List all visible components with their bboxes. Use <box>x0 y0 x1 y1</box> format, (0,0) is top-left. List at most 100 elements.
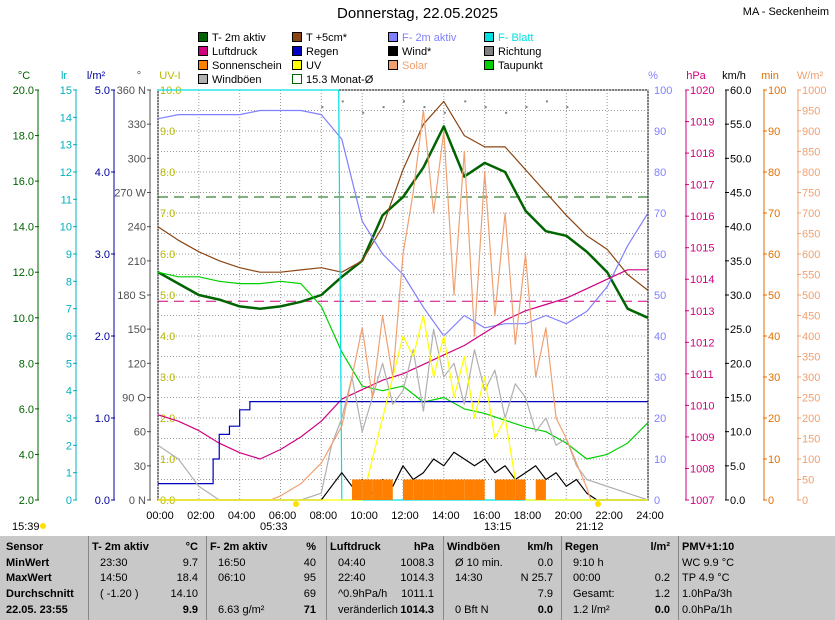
axis-unit-label: hPa <box>686 70 706 82</box>
axis-tick-label: 0.0 <box>730 495 745 507</box>
axis-tick-label: 14.0 <box>13 222 34 234</box>
sunshine-bar <box>351 479 363 500</box>
axis-tick-label: 1013 <box>690 306 714 318</box>
axis-tick-label: 7.0 <box>160 208 175 220</box>
sunshine-bar <box>372 479 383 500</box>
axis-tick-label: 950 <box>802 106 820 118</box>
legend-item: Regen <box>292 46 338 59</box>
axis-tick-label: 10 <box>654 454 666 466</box>
direction-point <box>423 106 426 109</box>
table-cell: 0 Bft N <box>455 604 489 616</box>
table-value: 18.4 <box>176 572 198 584</box>
axis-tick-label: 4.0 <box>95 167 110 179</box>
table-header: Windböen <box>447 541 501 553</box>
axis-tick-label: 0.0 <box>95 495 110 507</box>
legend-label: T- 2m aktiv <box>212 32 266 44</box>
axis-tick-label: 150 <box>802 434 820 446</box>
axis-tick-label: 70 <box>654 208 666 220</box>
axis-tick-label: 5.0 <box>730 461 745 473</box>
axis-tick-label: 500 <box>802 290 820 302</box>
axis-tick-label: 1015 <box>690 243 714 255</box>
axis-tick-label: 350 <box>802 352 820 364</box>
axis-tick-label: 10 <box>768 454 780 466</box>
sunshine-bar <box>494 479 506 500</box>
legend-label: F- 2m aktiv <box>402 32 457 44</box>
axis-tick-label: 80 <box>654 167 666 179</box>
table-row-label: 22.05. 23:55 <box>6 604 68 616</box>
axis-tick-label: 30 <box>654 372 666 384</box>
axis-unit-label: °C <box>18 70 30 82</box>
table-cell: 00:00 <box>573 572 601 584</box>
legend-swatch <box>292 46 302 56</box>
summary-table: Sensor MinWert MaxWert Durchschnitt 22.05. 2… <box>0 536 835 620</box>
legend-swatch <box>388 32 398 42</box>
axis-tick-label: 250 <box>802 393 820 405</box>
time-tick-label: 02:00 <box>187 510 215 522</box>
time-tick-label: 12:00 <box>391 510 419 522</box>
legend-swatch <box>292 74 302 84</box>
sun-icon <box>293 501 299 507</box>
axis-tick-label: 13 <box>60 140 72 152</box>
direction-point <box>443 111 446 114</box>
table-cell: veränderlich <box>338 604 398 616</box>
sunshine-bar <box>423 479 434 500</box>
table-cell: TP 4.9 °C <box>682 572 730 584</box>
table-value: 69 <box>303 588 316 600</box>
axis-tick-label: 550 <box>802 270 820 282</box>
time-tick-label: 16:00 <box>473 510 501 522</box>
axis-tick-label: 90 O <box>122 393 146 405</box>
direction-point <box>321 106 324 109</box>
sunshine-bar <box>535 479 546 500</box>
axis-tick-label: 40 <box>654 331 666 343</box>
table-value: 0.2 <box>654 572 670 584</box>
direction-point <box>525 106 528 109</box>
legend-swatch <box>198 46 208 56</box>
table-header: PMV+1:10 <box>682 541 735 553</box>
axis-tick-label: 600 <box>802 249 820 261</box>
axis-tick-label: 1009 <box>690 432 714 444</box>
axis-tick-label: 14 <box>60 112 72 124</box>
axis-tick-label: 5.0 <box>160 290 175 302</box>
axis-unit-label: l/m² <box>87 70 106 82</box>
table-cell: Ø 10 min. <box>455 557 503 569</box>
sun-time-label: 05:33 <box>260 521 288 533</box>
axis-tick-label: 1014 <box>690 274 714 286</box>
legend-item: UV <box>292 60 321 73</box>
axis-tick-label: 5 <box>66 358 72 370</box>
table-cell: 1.0hPa/3h <box>682 588 733 600</box>
axis-tick-label: 1008 <box>690 463 714 475</box>
axis-tick-label: 90 <box>654 126 666 138</box>
direction-point <box>362 111 365 114</box>
table-value: 0.0 <box>537 557 553 569</box>
axis-tick-label: 70 <box>768 208 780 220</box>
series-line <box>157 271 649 460</box>
time-tick-label: 10:00 <box>350 510 378 522</box>
axis-tick-label: 20 <box>654 413 666 425</box>
axis-tick-label: 12 <box>60 167 72 179</box>
axis-tick-label: 20.0 <box>13 85 34 97</box>
direction-point <box>341 100 344 103</box>
legend-swatch <box>198 74 208 84</box>
sunshine-bar <box>433 479 444 500</box>
axis-tick-label: 15 <box>60 85 72 97</box>
table-cell: 0.0hPa/1h <box>682 604 733 616</box>
direction-point <box>382 106 385 109</box>
direction-point <box>505 111 508 114</box>
sun-time-label: 21:12 <box>576 521 604 533</box>
axis-tick-label: 3 <box>66 413 72 425</box>
axis-tick-label: 1.0 <box>95 413 110 425</box>
axis-tick-label: 25.0 <box>730 324 751 336</box>
axis-tick-label: 3.0 <box>95 249 110 261</box>
sunshine-bar <box>515 479 526 500</box>
legend-item: 15.3 Monat-Ø <box>292 74 373 87</box>
series-line <box>157 125 649 319</box>
legend-label: Windböen <box>212 74 262 86</box>
legend-swatch <box>484 32 494 42</box>
table-separator <box>326 536 327 620</box>
axis-tick-label: 50 <box>654 290 666 302</box>
axis-tick-label: 1012 <box>690 337 714 349</box>
axis-tick-label: 200 <box>802 413 820 425</box>
table-unit: °C <box>185 541 198 553</box>
axis-tick-label: 0 <box>802 495 808 507</box>
legend-swatch <box>388 46 398 56</box>
